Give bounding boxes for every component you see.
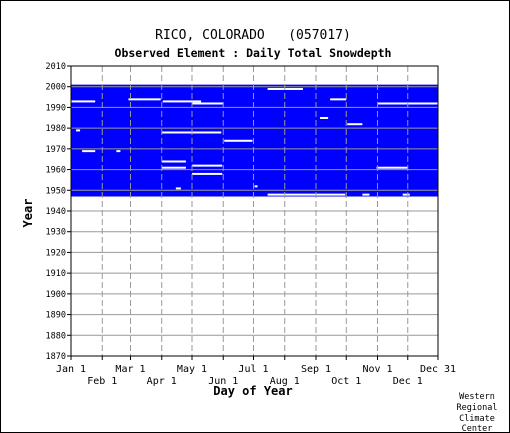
y-tick-label: 1980 bbox=[46, 124, 66, 134]
y-tick-label: 1950 bbox=[46, 186, 66, 196]
observed-data-block bbox=[71, 84, 438, 197]
y-tick-label: 1900 bbox=[46, 290, 66, 300]
y-tick-label: 1970 bbox=[46, 145, 66, 155]
missing-segment bbox=[128, 98, 161, 101]
missing-segment bbox=[330, 98, 347, 101]
credit-line-1: Western bbox=[459, 392, 495, 402]
y-tick-label: 1960 bbox=[46, 166, 66, 176]
missing-segment bbox=[161, 160, 186, 163]
x-tick-label-upper: May 1 bbox=[177, 364, 207, 375]
x-tick-label-lower: Dec 1 bbox=[393, 376, 423, 387]
missing-segment bbox=[161, 166, 186, 169]
y-tick-label: 1890 bbox=[46, 311, 66, 321]
credit-block: Western Regional Climate Center bbox=[457, 392, 498, 432]
missing-segment bbox=[376, 166, 408, 169]
x-tick-label-lower: Apr 1 bbox=[147, 376, 177, 387]
y-tick-label: 1870 bbox=[46, 352, 66, 362]
chart-subtitle: Observed Element : Daily Total Snowdepth bbox=[115, 46, 392, 60]
missing-segment bbox=[402, 193, 410, 196]
missing-segment bbox=[191, 164, 223, 167]
missing-segment bbox=[82, 150, 96, 153]
missing-segment bbox=[267, 87, 303, 90]
missing-segment bbox=[320, 116, 329, 119]
missing-segment bbox=[116, 150, 121, 153]
plot-area bbox=[71, 84, 438, 197]
y-tick-label: 2010 bbox=[46, 62, 66, 72]
y-axis-ticks: 1870 1880 1890 1900 1910 1920 1930 1940 1950 1960… bbox=[46, 62, 71, 362]
missing-segment bbox=[162, 100, 202, 103]
credit-line-4: Center bbox=[462, 424, 493, 432]
x-tick-label-lower: Feb 1 bbox=[87, 376, 117, 387]
x-tick-label-upper: Dec 31 bbox=[420, 364, 456, 375]
y-tick-label: 1990 bbox=[46, 103, 66, 113]
x-tick-label-upper: Mar 1 bbox=[115, 364, 145, 375]
y-tick-label: 1910 bbox=[46, 269, 66, 279]
missing-segment bbox=[254, 185, 258, 188]
missing-segment bbox=[267, 193, 346, 196]
x-tick-label-lower: Oct 1 bbox=[331, 376, 361, 387]
missing-segment bbox=[224, 139, 253, 142]
missing-segment bbox=[161, 131, 222, 134]
y-tick-label: 2000 bbox=[46, 83, 66, 93]
x-tick-label-upper: Sep 1 bbox=[301, 364, 331, 375]
credit-line-2: Regional bbox=[457, 403, 498, 413]
x-tick-label-upper: Jul 1 bbox=[238, 364, 268, 375]
missing-segment bbox=[191, 172, 223, 175]
chart-title: RICO, COLORADO (057017) bbox=[155, 28, 351, 43]
x-tick-label-upper: Jan 1 bbox=[56, 364, 86, 375]
missing-segment bbox=[191, 102, 224, 105]
missing-segment bbox=[362, 193, 370, 196]
y-tick-label: 1880 bbox=[46, 331, 66, 341]
x-tick-label-lower: Aug 1 bbox=[270, 376, 300, 387]
y-tick-label: 1920 bbox=[46, 248, 66, 258]
y-axis-label: Year bbox=[21, 199, 35, 228]
missing-segment bbox=[71, 100, 96, 103]
missing-segment bbox=[347, 123, 363, 126]
x-axis-label: Day of Year bbox=[213, 384, 292, 398]
y-tick-label: 1940 bbox=[46, 207, 66, 217]
missing-segment bbox=[175, 187, 181, 190]
x-axis-ticks: Jan 1 Mar 1 May 1 Jul 1 Sep 1 Nov 1 Dec 31 Feb … bbox=[56, 356, 456, 387]
y-tick-label: 1930 bbox=[46, 228, 66, 238]
x-tick-label-lower: Jun 1 bbox=[208, 376, 238, 387]
credit-line-3: Climate bbox=[459, 414, 495, 424]
missing-segment bbox=[76, 129, 81, 132]
x-tick-label-upper: Nov 1 bbox=[362, 364, 392, 375]
